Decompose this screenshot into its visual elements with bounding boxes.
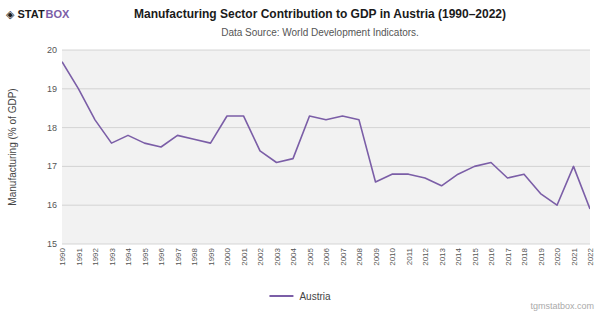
title: Manufacturing Sector Contribution to GDP… <box>134 7 506 21</box>
chart: ◈ STATBOX Manufacturing Sector Contributi… <box>0 0 600 314</box>
x-tick-label: 2002 <box>256 247 265 265</box>
x-tick-label: 2006 <box>322 247 331 265</box>
x-tick-label: 2007 <box>339 247 348 265</box>
y-tick-label: 16 <box>47 200 57 210</box>
x-tick-label: 2018 <box>520 247 529 265</box>
y-tick-label: 18 <box>47 123 57 133</box>
series-group <box>62 62 590 209</box>
x-tick-label: 2001 <box>240 247 249 265</box>
legend-swatch <box>269 295 293 297</box>
x-tick-label: 1995 <box>141 247 150 265</box>
x-tick-label: 2005 <box>306 247 315 265</box>
x-tick-label: 2003 <box>273 247 282 265</box>
grid-line <box>62 50 590 51</box>
x-tick-label: 2017 <box>504 247 513 265</box>
y-tick-label: 20 <box>47 45 57 55</box>
plot-area <box>62 50 590 244</box>
watermark: tgmstatbox.com <box>530 301 594 311</box>
y-tick-label: 17 <box>47 161 57 171</box>
x-tick-label: 2010 <box>388 247 397 265</box>
x-tick-label: 1992 <box>91 247 100 265</box>
legend: Austria <box>269 291 331 302</box>
grid-line <box>62 205 590 206</box>
x-tick-label: 1998 <box>190 247 199 265</box>
x-tick-label: 2014 <box>454 247 463 265</box>
legend-label: Austria <box>299 291 331 302</box>
grid-line <box>62 166 590 167</box>
x-tick-label: 2015 <box>471 247 480 265</box>
x-tick-label: 2022 <box>586 247 595 265</box>
x-tick-label: 2020 <box>553 247 562 265</box>
x-tick-label: 1994 <box>124 247 133 265</box>
background <box>0 0 600 314</box>
x-tick-label: 2021 <box>570 247 579 265</box>
x-tick-label: 1997 <box>174 247 183 265</box>
grid-line <box>62 88 590 89</box>
x-axis: 1990 1991 1992 1993 1994 1995 1996 1997 1998 1999… <box>58 247 595 265</box>
x-tick-label: 1996 <box>157 247 166 265</box>
x-tick-label: 1990 <box>58 247 67 265</box>
x-tick-label: 1999 <box>207 247 216 265</box>
y-axis: 15 16 17 18 19 20 <box>47 45 590 249</box>
x-tick-label: 2000 <box>223 247 232 265</box>
x-tick-label: 2004 <box>289 247 298 265</box>
x-tick-label: 1993 <box>108 247 117 265</box>
x-tick-label: 2011 <box>405 247 414 265</box>
x-tick-label: 2008 <box>355 247 364 265</box>
grid-line <box>62 127 590 128</box>
y-tick-label: 19 <box>47 84 57 94</box>
y-axis-label: Manufacturing (% of GDP) <box>7 88 18 205</box>
data-line <box>62 62 590 209</box>
subtitle: Data Source: World Development Indicator… <box>221 27 419 38</box>
x-tick-label: 2016 <box>487 247 496 265</box>
x-tick-label: 1991 <box>75 247 84 265</box>
x-tick-label: 2012 <box>421 247 430 265</box>
logo-text: ◈ STAT <box>6 8 45 20</box>
logo-text: BOX <box>46 8 71 20</box>
x-tick-label: 2013 <box>438 247 447 265</box>
x-tick-label: 2009 <box>372 247 381 265</box>
y-tick-label: 15 <box>47 239 57 249</box>
x-tick-label: 2019 <box>537 247 546 265</box>
grid-line <box>62 244 590 245</box>
